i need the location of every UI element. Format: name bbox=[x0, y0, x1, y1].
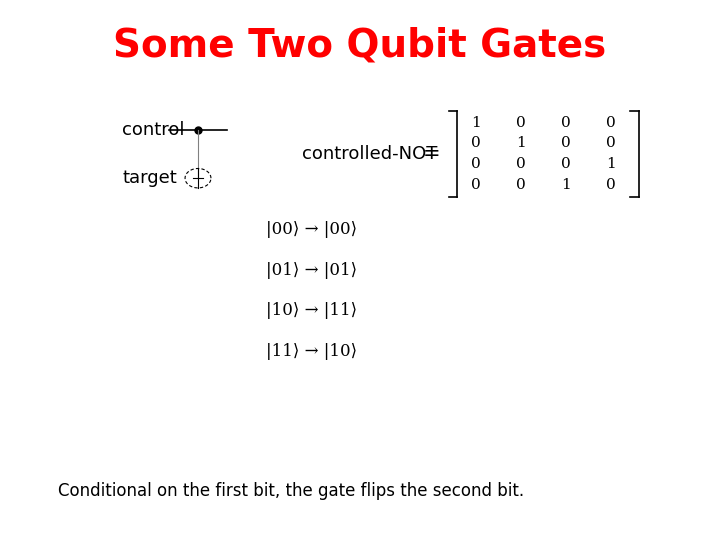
Text: 0: 0 bbox=[472, 178, 481, 192]
Text: |11⟩ → |10⟩: |11⟩ → |10⟩ bbox=[266, 342, 358, 360]
Text: 1: 1 bbox=[561, 178, 571, 192]
Text: |01⟩ → |01⟩: |01⟩ → |01⟩ bbox=[266, 261, 358, 279]
Text: |00⟩ → |00⟩: |00⟩ → |00⟩ bbox=[266, 221, 358, 238]
Text: target: target bbox=[122, 169, 177, 187]
Text: Conditional on the first bit, the gate flips the second bit.: Conditional on the first bit, the gate f… bbox=[58, 482, 523, 501]
Text: 0: 0 bbox=[516, 157, 526, 171]
Text: 0: 0 bbox=[516, 178, 526, 192]
Text: 0: 0 bbox=[606, 116, 616, 130]
Text: controlled-NOT: controlled-NOT bbox=[302, 145, 438, 163]
Text: Some Two Qubit Gates: Some Two Qubit Gates bbox=[113, 27, 607, 65]
Text: 1: 1 bbox=[472, 116, 481, 130]
Text: 0: 0 bbox=[516, 116, 526, 130]
Text: |10⟩ → |11⟩: |10⟩ → |11⟩ bbox=[266, 302, 358, 319]
Text: 0: 0 bbox=[561, 157, 571, 171]
Text: 0: 0 bbox=[606, 137, 616, 151]
Text: 0: 0 bbox=[561, 116, 571, 130]
Text: 1: 1 bbox=[516, 137, 526, 151]
Text: 1: 1 bbox=[606, 157, 616, 171]
Text: =: = bbox=[423, 144, 441, 164]
Text: 0: 0 bbox=[606, 178, 616, 192]
Text: control: control bbox=[122, 120, 185, 139]
Text: 0: 0 bbox=[472, 137, 481, 151]
Text: 0: 0 bbox=[561, 137, 571, 151]
Text: 0: 0 bbox=[472, 157, 481, 171]
